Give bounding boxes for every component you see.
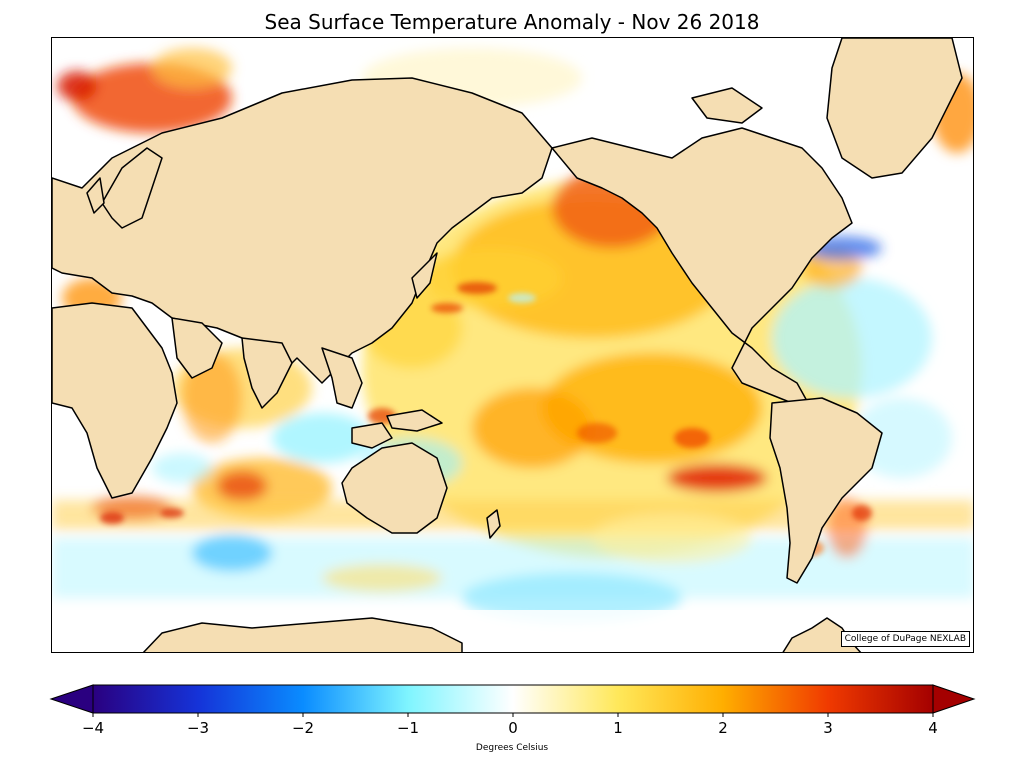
arctic-islands-land xyxy=(691,87,763,124)
colorbar-tick-label: −2 xyxy=(291,719,315,737)
colorbar-tick-label: 2 xyxy=(718,719,728,737)
southeast-asia-land xyxy=(321,347,363,409)
antarctica-land xyxy=(142,617,463,652)
australia-land xyxy=(341,442,448,534)
africa-land xyxy=(52,302,178,499)
colorbar-tick-label: −1 xyxy=(396,719,420,737)
eurasia-land xyxy=(52,77,553,384)
india-land xyxy=(241,337,293,409)
new-zealand-land xyxy=(486,509,501,539)
colorbar-ticks xyxy=(92,713,934,717)
indonesia-land xyxy=(351,422,393,449)
colorbar-tick-label: 0 xyxy=(508,719,518,737)
south-america-land xyxy=(769,397,883,584)
colorbar-tick-label: 1 xyxy=(613,719,623,737)
colorbar-min-extend xyxy=(49,684,94,714)
britain-land xyxy=(86,177,105,214)
scandinavia-land xyxy=(101,147,163,229)
land-masses xyxy=(52,38,963,652)
colorbar-title: Degrees Celsius xyxy=(475,743,549,753)
colorbar-tick-label: 4 xyxy=(928,719,938,737)
credit-label: College of DuPage NEXLAB xyxy=(840,631,970,647)
colorbar-ramp xyxy=(92,684,934,714)
north-america-land xyxy=(551,127,853,411)
colorbar-tick-label: −3 xyxy=(186,719,210,737)
map-title: Sea Surface Temperature Anomaly - Nov 26… xyxy=(264,10,760,34)
japan-land xyxy=(411,252,438,299)
greenland-land xyxy=(826,38,963,179)
colorbar-tick-label: −4 xyxy=(81,719,105,737)
colorbar-tick-label: 3 xyxy=(823,719,833,737)
arabia-land xyxy=(171,317,223,379)
new-guinea-land xyxy=(386,409,443,432)
colorbar xyxy=(49,684,976,717)
sst-anomaly-map: College of DuPage NEXLAB xyxy=(51,37,974,653)
colorbar-max-extend xyxy=(932,684,976,714)
map-canvas xyxy=(52,38,973,652)
